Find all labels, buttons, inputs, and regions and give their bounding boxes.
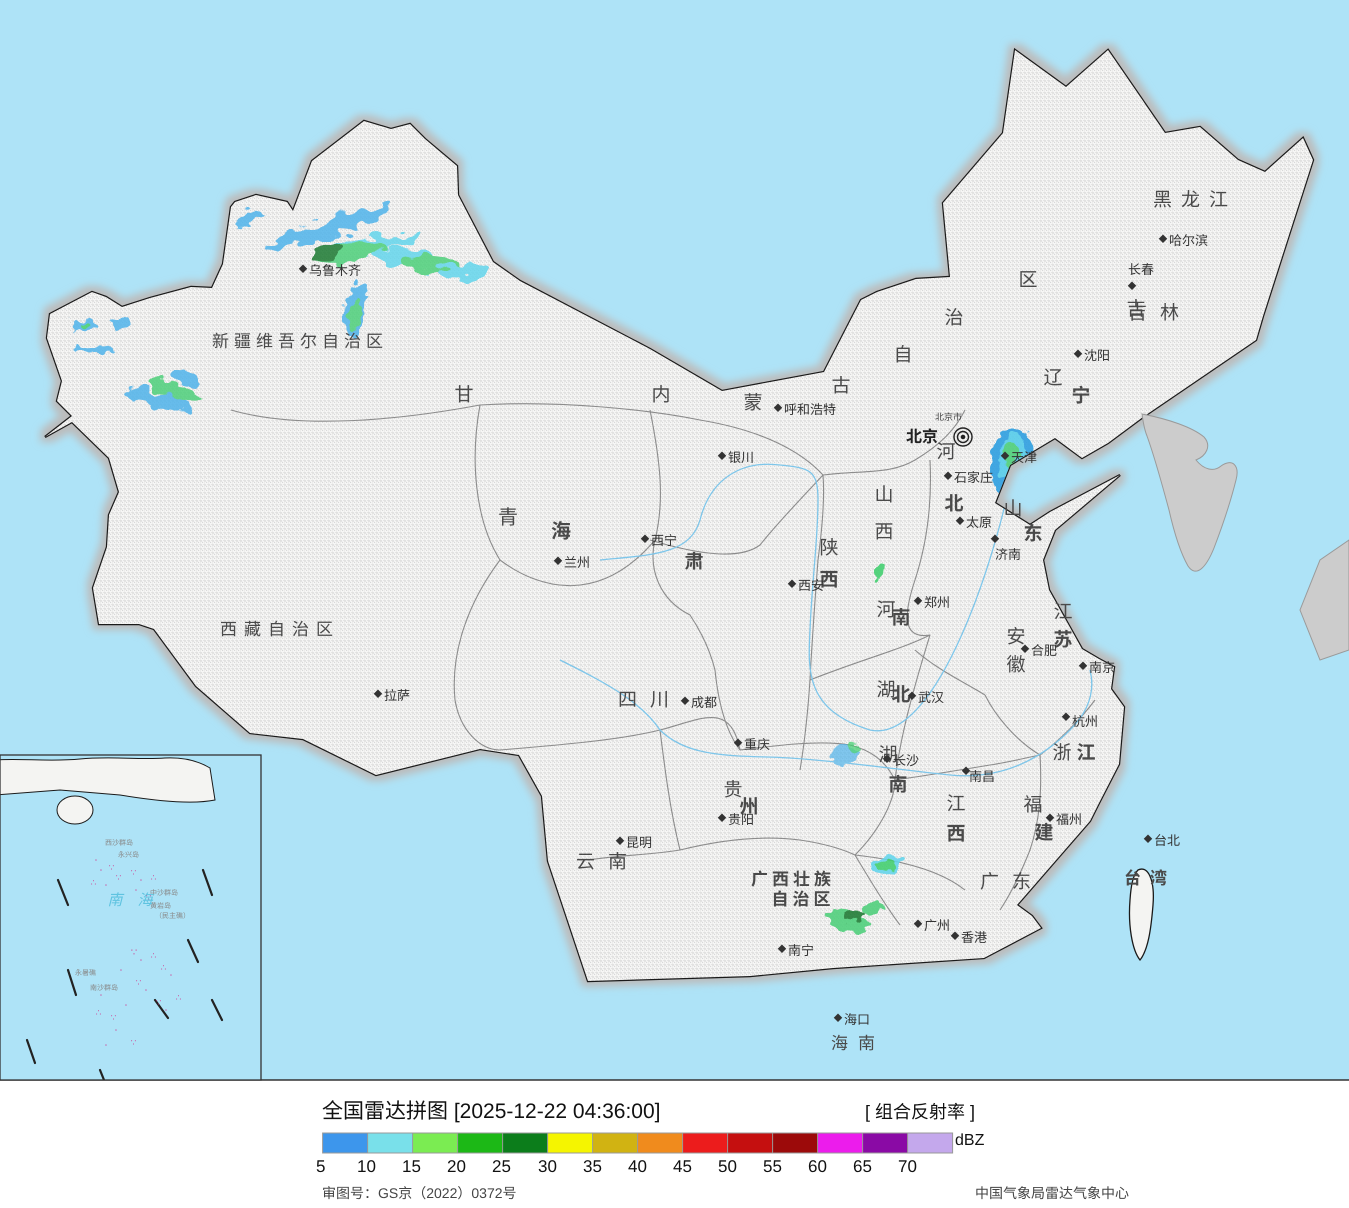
svg-text:゜: ゜	[165, 1009, 172, 1017]
svg-text:∴: ∴	[160, 965, 167, 972]
svg-text:∴: ∴	[95, 1010, 102, 1017]
svg-text:゜: ゜	[140, 959, 147, 967]
svg-text:゜: ゜	[125, 1004, 132, 1012]
svg-text:∴: ∴	[150, 875, 157, 882]
svg-text:゜: ゜	[100, 869, 107, 877]
svg-text:゜: ゜	[120, 969, 127, 977]
svg-text:∴: ∴	[90, 880, 97, 887]
svg-text:゜: ゜	[95, 859, 102, 867]
svg-text:∵: ∵	[130, 948, 138, 957]
svg-text:∵: ∵	[130, 1040, 137, 1047]
svg-text:゜: ゜	[145, 989, 152, 997]
svg-text:∵: ∵	[130, 870, 137, 877]
svg-text:黄岩岛: 黄岩岛	[150, 902, 171, 910]
svg-text:∵: ∵	[135, 980, 142, 987]
svg-text:南 海: 南 海	[107, 892, 154, 909]
svg-text:∵: ∵	[115, 875, 122, 882]
svg-text:゜: ゜	[170, 974, 177, 982]
svg-text:南沙群岛: 南沙群岛	[90, 984, 118, 992]
svg-text:西沙群岛: 西沙群岛	[105, 839, 133, 847]
svg-text:∴: ∴	[175, 995, 182, 1002]
svg-text:（民主礁）: （民主礁）	[155, 912, 190, 920]
svg-text:∴: ∴	[150, 953, 157, 960]
svg-text:∵: ∵	[155, 1000, 162, 1007]
svg-text:゜: ゜	[115, 1029, 122, 1037]
svg-text:永兴岛: 永兴岛	[118, 851, 139, 859]
svg-text:∵: ∵	[108, 865, 115, 872]
svg-text:永暑礁: 永暑礁	[75, 969, 96, 977]
svg-text:∵: ∵	[110, 1015, 117, 1022]
svg-text:゜: ゜	[105, 884, 112, 892]
svg-text:゜: ゜	[105, 1044, 112, 1052]
svg-text:中沙群岛: 中沙群岛	[150, 889, 178, 897]
svg-text:゜: ゜	[140, 879, 147, 887]
svg-text:゜: ゜	[100, 994, 107, 1002]
